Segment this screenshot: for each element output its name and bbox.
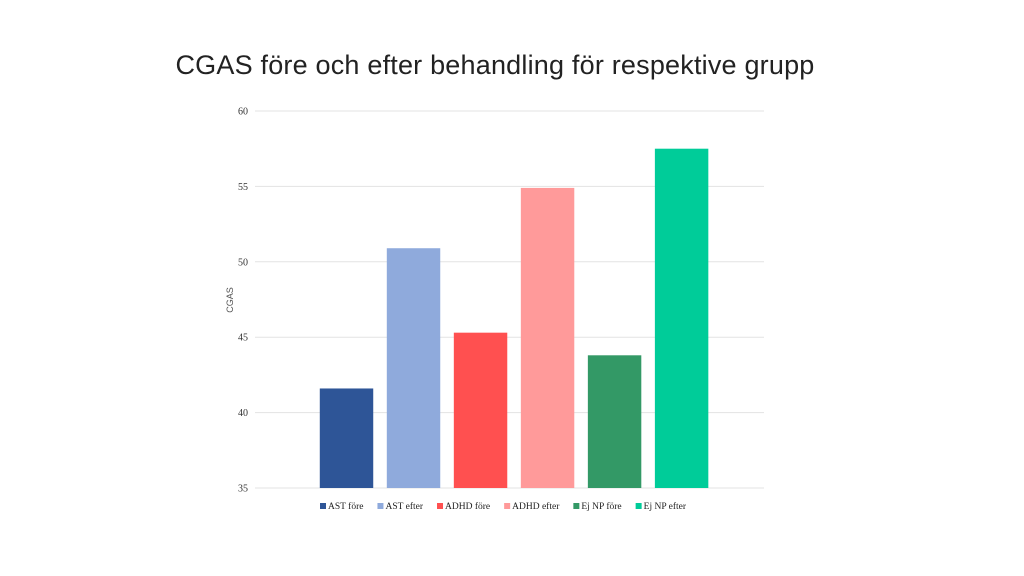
bar-ast-efter: [386, 248, 441, 488]
legend-label: ADHD före: [445, 501, 490, 512]
bar-adhd-före: [453, 332, 508, 488]
bar-ast-före: [319, 388, 374, 488]
y-tick-label: 40: [238, 408, 248, 419]
legend-swatch: [573, 503, 580, 509]
legend-label: Ej NP före: [581, 501, 621, 512]
legend-label: Ej NP efter: [644, 501, 687, 512]
y-tick-label: 60: [238, 107, 248, 118]
legend-label: AST före: [328, 501, 363, 512]
y-axis-label: CGAS: [225, 287, 235, 313]
y-tick-label: 35: [238, 484, 248, 495]
legend-swatch: [320, 503, 326, 509]
legend-swatch: [437, 503, 444, 509]
legend-label: ADHD efter: [512, 501, 560, 512]
legend-label: AST efter: [385, 501, 423, 512]
legend-swatch: [635, 503, 642, 509]
bar-ej-np-efter: [654, 148, 709, 488]
y-tick-label: 50: [238, 257, 248, 268]
bar-ej-np-före: [587, 355, 642, 488]
legend: AST före AST efter ADHD före ADHD efter Ej N…: [320, 501, 687, 512]
bars: [319, 148, 709, 488]
legend-swatch: [504, 503, 511, 509]
chart-title: CGAS före och efter behandling för respe…: [175, 50, 815, 80]
bar-adhd-efter: [520, 187, 575, 488]
y-axis-ticks: 35 40 45 50 55 60: [238, 107, 248, 495]
y-tick-label: 55: [238, 182, 248, 193]
legend-swatch: [377, 503, 384, 509]
y-tick-label: 45: [238, 333, 248, 344]
